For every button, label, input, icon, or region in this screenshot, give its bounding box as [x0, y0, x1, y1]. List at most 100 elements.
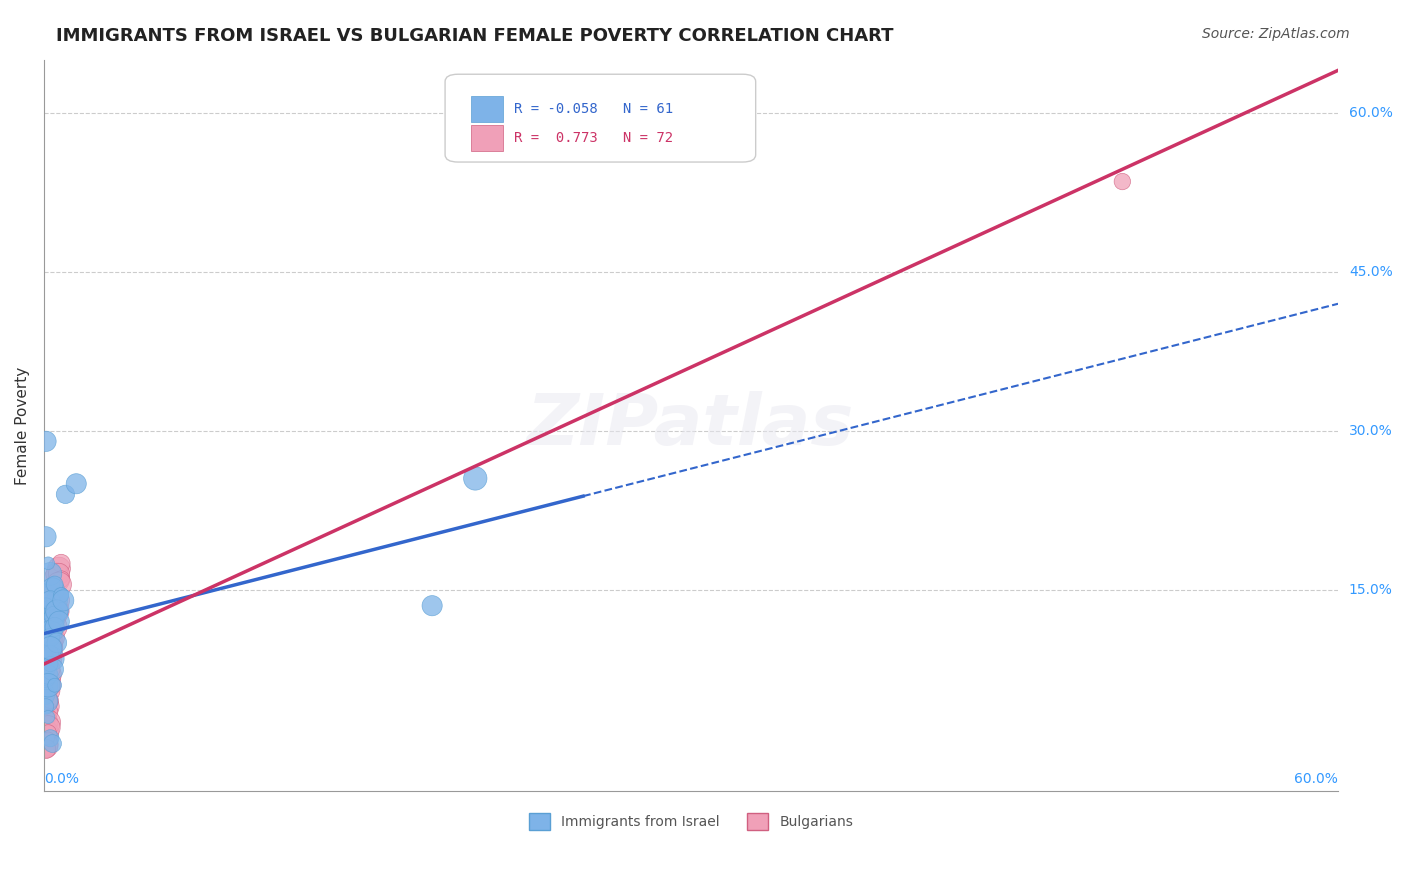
Point — [37, 705, 59, 719]
Point — [35, 599, 58, 613]
Text: 0.0%: 0.0% — [44, 772, 79, 786]
Point — [37, 556, 59, 570]
Point — [44, 620, 66, 634]
Point — [35, 530, 58, 544]
Point — [49, 588, 72, 602]
Point — [44, 588, 66, 602]
Point — [48, 615, 70, 629]
Point — [35, 737, 58, 751]
Point — [37, 651, 59, 665]
Point — [45, 615, 67, 629]
Point — [39, 651, 62, 665]
FancyBboxPatch shape — [471, 126, 503, 151]
Point — [37, 699, 59, 714]
Point — [35, 657, 58, 671]
Point — [35, 615, 58, 629]
Point — [35, 678, 58, 692]
Point — [37, 625, 59, 640]
Point — [41, 604, 63, 618]
Point — [41, 625, 63, 640]
Point — [48, 577, 70, 591]
Point — [44, 609, 66, 624]
Point — [39, 662, 62, 676]
Point — [39, 631, 62, 645]
Text: 15.0%: 15.0% — [1348, 582, 1393, 597]
Point — [35, 705, 58, 719]
Point — [41, 651, 63, 665]
Point — [39, 657, 62, 671]
Point — [44, 577, 66, 591]
Point — [37, 689, 59, 703]
Point — [41, 631, 63, 645]
Point — [41, 662, 63, 676]
Text: IMMIGRANTS FROM ISRAEL VS BULGARIAN FEMALE POVERTY CORRELATION CHART: IMMIGRANTS FROM ISRAEL VS BULGARIAN FEMA… — [56, 27, 894, 45]
Point — [39, 641, 62, 656]
Point — [39, 731, 62, 746]
Point — [49, 556, 72, 570]
Point — [39, 631, 62, 645]
Point — [35, 694, 58, 708]
Point — [45, 604, 67, 618]
Point — [41, 615, 63, 629]
Point — [35, 699, 58, 714]
Point — [35, 434, 58, 449]
Point — [65, 476, 87, 491]
Point — [35, 683, 58, 698]
Text: ZIPatlas: ZIPatlas — [527, 391, 855, 460]
Point — [37, 662, 59, 676]
Point — [37, 726, 59, 740]
Point — [49, 588, 72, 602]
Point — [35, 739, 58, 753]
Point — [39, 625, 62, 640]
Point — [37, 694, 59, 708]
Point — [35, 715, 58, 730]
Point — [37, 641, 59, 656]
Point — [35, 699, 58, 714]
Point — [35, 689, 58, 703]
Point — [41, 577, 63, 591]
Point — [45, 582, 67, 597]
Point — [39, 625, 62, 640]
Point — [35, 615, 58, 629]
Point — [41, 641, 63, 656]
Y-axis label: Female Poverty: Female Poverty — [15, 367, 30, 484]
Point — [37, 710, 59, 724]
Point — [48, 604, 70, 618]
Point — [464, 471, 486, 485]
Text: 60.0%: 60.0% — [1294, 772, 1339, 786]
Point — [39, 647, 62, 661]
Text: 60.0%: 60.0% — [1348, 105, 1393, 120]
Point — [37, 647, 59, 661]
Point — [41, 641, 63, 656]
Point — [41, 582, 63, 597]
Point — [39, 593, 62, 607]
Point — [39, 631, 62, 645]
Point — [37, 715, 59, 730]
Point — [41, 609, 63, 624]
Point — [41, 593, 63, 607]
Point — [39, 609, 62, 624]
Point — [49, 572, 72, 586]
Text: 30.0%: 30.0% — [1348, 424, 1392, 438]
Point — [44, 678, 66, 692]
Point — [45, 572, 67, 586]
Point — [35, 726, 58, 740]
Point — [37, 636, 59, 650]
Point — [39, 662, 62, 676]
Point — [37, 721, 59, 735]
Point — [44, 609, 66, 624]
Point — [37, 667, 59, 681]
Point — [41, 641, 63, 656]
Point — [37, 667, 59, 681]
Point — [39, 566, 62, 581]
Point — [39, 657, 62, 671]
Point — [41, 737, 63, 751]
Point — [35, 742, 58, 756]
Point — [35, 667, 58, 681]
Point — [39, 604, 62, 618]
Point — [44, 620, 66, 634]
Point — [39, 667, 62, 681]
Point — [35, 657, 58, 671]
Point — [45, 636, 67, 650]
Point — [37, 588, 59, 602]
